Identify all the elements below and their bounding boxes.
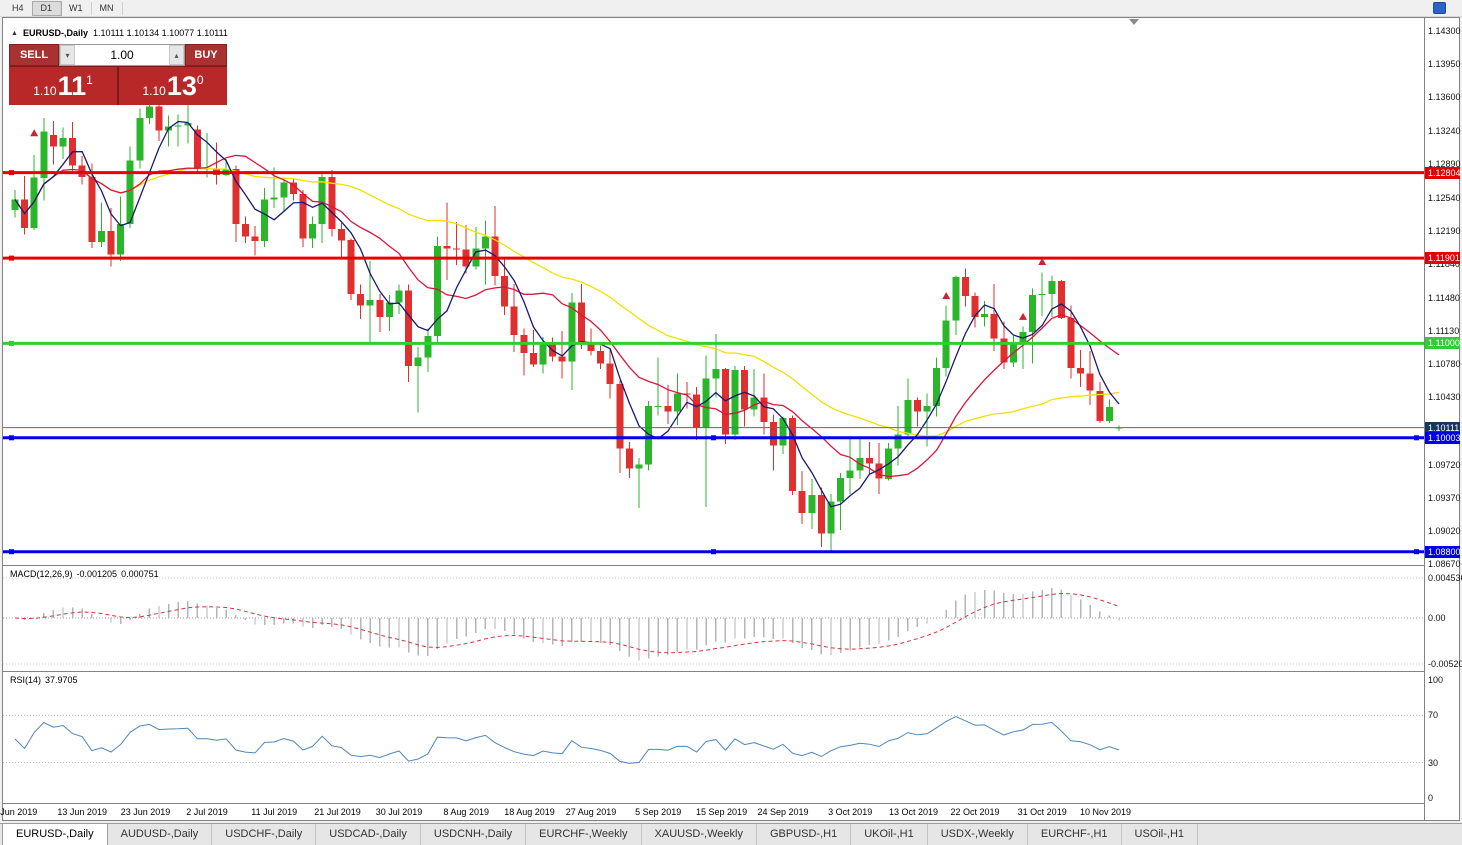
volume-increase-icon[interactable]: ▴ [169,45,184,65]
axis-tick-label: 0 [1428,793,1434,803]
time-axis-label: 13 Jun 2019 [57,807,107,817]
price-axis[interactable]: 1.14300 1.13950 1.13600 1.13240 1.12890 1.125… [1424,18,1462,820]
rsi-indicator-label: RSI(14) 37.9705 [10,675,78,685]
time-axis-label: 22 Oct 2019 [950,807,1000,817]
time-axis-label: 13 Oct 2019 [889,807,939,817]
axis-tick-label: 1.12540 [1428,192,1461,203]
time-axis[interactable]: 4 Jun 2019 13 Jun 2019 23 Jun 2019 2 Jul 20… [0,804,1424,820]
tab-USOil-,H1[interactable]: USOil-,H1 [1121,824,1199,845]
time-axis-label: 18 Aug 2019 [504,807,555,817]
axis-tick-label: 1.11480 [1428,292,1460,303]
price-badge-1.11000: 1.11000 [1425,337,1460,350]
timeframe-button-H4[interactable]: H4 [4,1,33,15]
buy-price-sup: 0 [196,72,204,87]
sell-price-big: 11 [57,71,87,101]
tab-EURCHF-,Weekly[interactable]: EURCHF-,Weekly [526,824,642,845]
buy-price-small: 1.10 [142,84,166,98]
axis-tick-label: 1.13240 [1428,126,1461,137]
time-axis-label: 4 Jun 2019 [0,807,38,817]
one-click-panel-toggle-icon[interactable]: ▲ [11,29,18,37]
time-axis-label: 2 Jul 2019 [186,807,228,817]
window-icon[interactable] [1433,2,1446,14]
axis-tick-label: 1.09370 [1428,492,1461,503]
volume-input[interactable]: ▾ 1.00 ▴ [59,44,185,66]
axis-tick-label: 1.10430 [1428,392,1461,403]
volume-decrease-icon[interactable]: ▾ [60,45,75,65]
sell-price-display[interactable]: 1.10 11 1 [9,67,117,105]
axis-tick-label: 1.12890 [1428,159,1461,170]
price-badge-1.12804: 1.12804 [1425,166,1461,179]
axis-tick-label: 100 [1428,675,1444,685]
time-axis-label: 30 Jul 2019 [375,807,423,817]
tab-USDCHF-,Daily[interactable]: USDCHF-,Daily [212,824,317,845]
volume-value: 1.00 [110,48,134,62]
axis-tick-label: 70 [1428,710,1439,721]
time-axis-label: 5 Sep 2019 [635,807,682,817]
chart-window: 1.14300 1.13950 1.13600 1.13240 1.12890 1.125… [0,17,1462,821]
price-chart-canvas[interactable] [3,18,1424,820]
axis-tick-label: 1.09720 [1428,459,1461,470]
timeframe-button-W1[interactable]: W1 [61,1,92,15]
price-badge-1.11901: 1.11901 [1425,252,1460,265]
axis-tick-label: 1.09020 [1428,525,1461,536]
chart-title-row: ▲ EURUSD-,Daily 1.10111 1.10134 1.10077 … [11,28,228,38]
tab-AUDUSD-,Daily[interactable]: AUDUSD-,Daily [107,824,213,845]
tab-XAUUSD-,Weekly[interactable]: XAUUSD-,Weekly [641,824,757,845]
symbol-tabbar: EURUSD-,Daily AUDUSD-,Daily USDCHF-,Daily U… [0,823,1462,845]
time-axis-label: 8 Aug 2019 [443,807,489,817]
panel-separator[interactable] [3,671,1459,672]
buy-price-display[interactable]: 1.10 13 0 [119,67,227,105]
timeframe-button-MN[interactable]: MN [92,1,123,15]
axis-tick-label: 1.13950 [1428,59,1461,70]
axis-tick-label: 1.14300 [1428,26,1461,36]
tab-EURUSD-,Daily[interactable]: EURUSD-,Daily [2,824,108,845]
timeframe-button-D1[interactable]: D1 [31,0,63,16]
sell-price-small: 1.10 [33,84,57,98]
timeframe-toolbar: H4 D1 W1 MN [0,0,1462,17]
price-badge-1.10111: 1.10111 [1425,421,1460,434]
time-axis-label: 15 Sep 2019 [696,807,748,817]
tab-UKOil-,H1[interactable]: UKOil-,H1 [851,824,928,845]
axis-tick-label: 1.08670 [1428,559,1461,569]
axis-tick-label: 0.00 [1428,613,1446,624]
panel-separator[interactable] [3,565,1459,566]
axis-tick-label: 1.10780 [1428,359,1461,370]
time-axis-label: 21 Jul 2019 [314,807,361,817]
panel-separator[interactable] [3,803,1459,804]
price-badge-1.08800: 1.08800 [1425,545,1461,558]
sell-price-sup: 1 [86,72,93,87]
axis-tick-label: 1.13600 [1428,92,1461,103]
chart-title: EURUSD-,Daily [22,28,88,38]
axis-tick-label: 0.004536 [1428,573,1462,583]
axis-tick-label: 1.12190 [1428,225,1461,236]
tab-EURCHF-,H1[interactable]: EURCHF-,H1 [1027,824,1122,845]
macd-indicator-label: MACD(12,26,9) -0.001205 0.000751 [10,569,159,579]
tab-GBPUSD-,H1[interactable]: GBPUSD-,H1 [756,824,852,845]
time-axis-label: 3 Oct 2019 [828,807,873,817]
time-axis-label: 27 Aug 2019 [565,807,617,817]
chart-ohlc-values: 1.10111 1.10134 1.10077 1.10111 [92,28,228,38]
one-click-trading-panel: SELL ▾ 1.00 ▴ BUY 1.10 11 1 1.10 13 0 [9,44,227,105]
time-axis-label: 24 Sep 2019 [757,807,809,817]
buy-price-big: 13 [166,71,197,101]
tab-USDCAD-,Daily[interactable]: USDCAD-,Daily [316,824,421,845]
axis-tick-label: -0.005205 [1428,659,1462,669]
time-axis-label: 31 Oct 2019 [1017,807,1067,817]
sell-button[interactable]: SELL [9,44,59,66]
tab-USDX-,Weekly[interactable]: USDX-,Weekly [927,824,1028,845]
axis-tick-label: 1.11130 [1428,326,1460,337]
axis-tick-label: 30 [1428,757,1439,768]
tab-USDCNH-,Daily[interactable]: USDCNH-,Daily [420,824,527,845]
price-badge-1.10003: 1.10003 [1425,431,1461,444]
time-axis-label: 10 Nov 2019 [1080,807,1132,817]
buy-button[interactable]: BUY [185,44,227,66]
time-axis-label: 11 Jul 2019 [251,807,298,817]
time-axis-label: 23 Jun 2019 [120,807,171,817]
